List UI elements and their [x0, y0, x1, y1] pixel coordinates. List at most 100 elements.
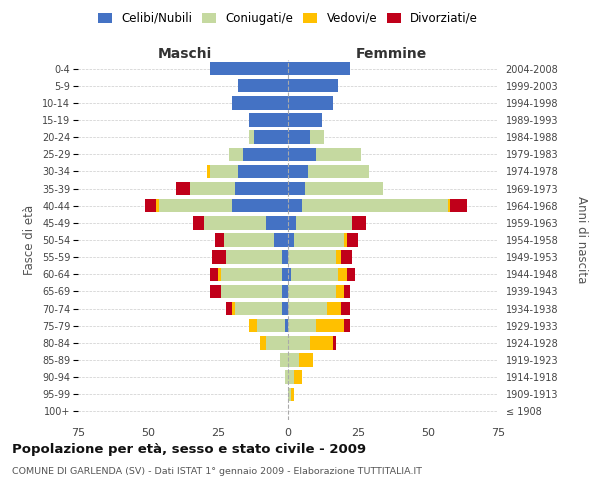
Bar: [288, 164, 308, 178]
Bar: [308, 164, 369, 178]
Text: COMUNE DI GARLENDA (SV) - Dati ISTAT 1° gennaio 2009 - Elaborazione TUTTITALIA.I: COMUNE DI GARLENDA (SV) - Dati ISTAT 1° …: [12, 468, 422, 476]
Bar: [285, 370, 288, 384]
Bar: [302, 199, 448, 212]
Bar: [288, 336, 310, 349]
Bar: [176, 182, 190, 196]
Bar: [335, 284, 344, 298]
Text: Femmine: Femmine: [356, 47, 427, 61]
Bar: [305, 182, 383, 196]
Bar: [288, 114, 322, 126]
Bar: [212, 250, 226, 264]
Bar: [288, 268, 291, 281]
Bar: [341, 250, 352, 264]
Bar: [296, 216, 352, 230]
Bar: [243, 148, 288, 161]
Bar: [288, 130, 310, 144]
Bar: [299, 354, 313, 366]
Bar: [293, 370, 302, 384]
Bar: [238, 79, 288, 92]
Bar: [288, 370, 293, 384]
Bar: [238, 164, 288, 178]
Bar: [257, 319, 285, 332]
Bar: [293, 234, 344, 246]
Bar: [335, 250, 341, 264]
Y-axis label: Anni di nascita: Anni di nascita: [575, 196, 588, 284]
Bar: [249, 319, 257, 332]
Bar: [333, 336, 335, 349]
Bar: [341, 302, 350, 316]
Bar: [288, 216, 296, 230]
Bar: [209, 164, 238, 178]
Bar: [249, 114, 288, 126]
Bar: [190, 182, 235, 196]
Bar: [235, 302, 283, 316]
Bar: [448, 199, 451, 212]
Bar: [266, 216, 288, 230]
Bar: [215, 234, 224, 246]
Bar: [288, 234, 293, 246]
Legend: Celibi/Nubili, Coniugati/e, Vedovi/e, Divorziati/e: Celibi/Nubili, Coniugati/e, Vedovi/e, Di…: [94, 8, 482, 28]
Bar: [288, 284, 335, 298]
Bar: [347, 268, 355, 281]
Bar: [288, 250, 335, 264]
Bar: [288, 388, 291, 401]
Bar: [254, 130, 288, 144]
Bar: [207, 164, 209, 178]
Bar: [285, 319, 288, 332]
Bar: [232, 199, 288, 212]
Bar: [226, 302, 232, 316]
Bar: [316, 148, 361, 161]
Bar: [283, 284, 288, 298]
Bar: [344, 234, 347, 246]
Bar: [232, 302, 235, 316]
Bar: [288, 354, 299, 366]
Bar: [288, 199, 302, 212]
Bar: [209, 62, 288, 76]
Bar: [352, 216, 367, 230]
Bar: [288, 182, 305, 196]
Bar: [193, 216, 204, 230]
Bar: [310, 336, 333, 349]
Bar: [232, 96, 288, 110]
Bar: [157, 199, 159, 212]
Bar: [274, 234, 288, 246]
Bar: [221, 284, 283, 298]
Bar: [249, 130, 254, 144]
Bar: [344, 319, 350, 332]
Text: Popolazione per età, sesso e stato civile - 2009: Popolazione per età, sesso e stato civil…: [12, 442, 366, 456]
Bar: [347, 234, 358, 246]
Bar: [283, 302, 288, 316]
Bar: [260, 336, 266, 349]
Bar: [327, 302, 341, 316]
Bar: [145, 199, 157, 212]
Bar: [344, 284, 350, 298]
Text: Maschi: Maschi: [157, 47, 212, 61]
Bar: [451, 199, 467, 212]
Bar: [310, 130, 325, 144]
Bar: [283, 250, 288, 264]
Bar: [338, 268, 347, 281]
Bar: [235, 182, 288, 196]
Bar: [288, 62, 350, 76]
Y-axis label: Fasce di età: Fasce di età: [23, 205, 37, 275]
Bar: [280, 354, 288, 366]
Bar: [226, 250, 283, 264]
Bar: [288, 96, 333, 110]
Bar: [288, 79, 338, 92]
Bar: [266, 336, 288, 349]
Bar: [288, 148, 316, 161]
Bar: [283, 268, 288, 281]
Bar: [218, 268, 221, 281]
Bar: [288, 319, 316, 332]
Bar: [221, 268, 283, 281]
Bar: [204, 216, 266, 230]
Bar: [224, 234, 274, 246]
Bar: [209, 268, 218, 281]
Bar: [291, 268, 338, 281]
Bar: [229, 148, 243, 161]
Bar: [291, 388, 293, 401]
Bar: [316, 319, 344, 332]
Bar: [209, 284, 221, 298]
Bar: [288, 302, 327, 316]
Bar: [159, 199, 232, 212]
